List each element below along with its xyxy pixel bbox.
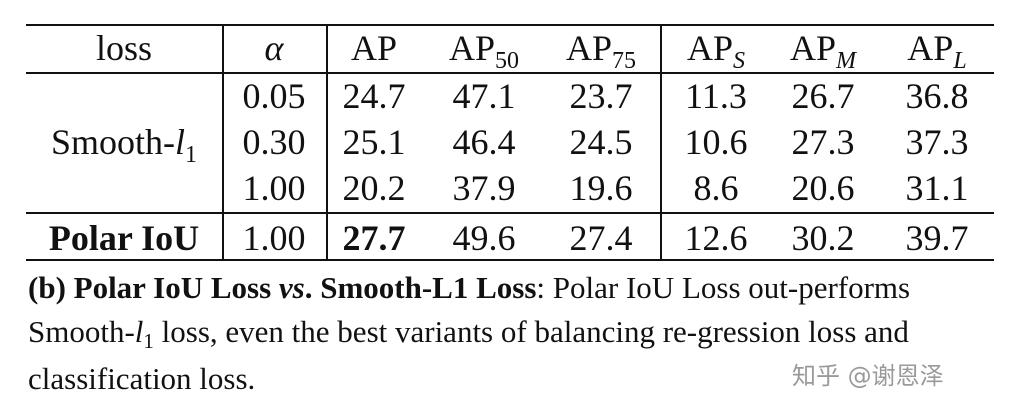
table-cell: 0.05 [242, 76, 306, 116]
caption-title-vs: vs [278, 270, 305, 305]
header-ap: AP [350, 28, 398, 68]
header-aps-sub: S [733, 48, 746, 74]
header-ap50: AP50 [448, 28, 519, 73]
header-ap50-sub: 50 [495, 48, 520, 74]
table-cell: 12.6 [684, 218, 748, 258]
table-cell: 8.6 [693, 168, 739, 208]
caption-title-prefix: (b) Polar IoU Loss [28, 270, 279, 305]
table-cell: 46.4 [452, 122, 516, 162]
table-cell: 27.3 [791, 122, 855, 162]
table-cell: 30.2 [791, 218, 855, 258]
table-cell: 36.8 [905, 76, 969, 116]
table-cell: 47.1 [452, 76, 516, 116]
table-cell: 27.4 [569, 218, 633, 258]
header-ap50-base: AP [448, 28, 496, 68]
column-divider-scale [660, 26, 662, 260]
table-cell: 20.6 [791, 168, 855, 208]
header-apl-base: AP [907, 28, 954, 68]
header-aps: APS [686, 28, 745, 73]
table-cell: 25.1 [342, 122, 406, 162]
bottom-rule [26, 259, 994, 261]
table-cell: 23.7 [569, 76, 633, 116]
watermark: 知乎 @谢恩泽 [792, 362, 944, 390]
mid-rule [26, 212, 994, 214]
table-cell: 49.6 [452, 218, 516, 258]
table-cell: 24.5 [569, 122, 633, 162]
header-aps-base: AP [686, 28, 734, 68]
header-rule [26, 72, 994, 74]
table-cell-best: 27.7 [342, 218, 406, 258]
header-loss: loss [95, 28, 153, 68]
table-cell: 0.30 [242, 122, 306, 162]
polar-iou-label: Polar IoU [48, 218, 200, 258]
header-apm: APM [789, 28, 856, 73]
smooth-label-sub: 1 [185, 142, 198, 168]
table-caption: (b) Polar IoU Loss vs. Smooth-L1 Loss: P… [28, 266, 988, 401]
table-cell: 39.7 [905, 218, 969, 258]
smooth-label-var: l [175, 122, 186, 162]
caption-var: l [134, 314, 144, 349]
table-cell: 37.9 [452, 168, 516, 208]
table-cell: 26.7 [791, 76, 855, 116]
smooth-l1-label: Smooth-l1 [50, 122, 197, 167]
table-cell: 10.6 [684, 122, 748, 162]
table-cell: 1.00 [242, 218, 306, 258]
header-alpha: α [264, 28, 284, 68]
table-cell: 31.1 [905, 168, 969, 208]
column-divider-alpha [326, 26, 328, 260]
header-apl-sub: L [953, 48, 967, 74]
header-ap75: AP75 [565, 28, 636, 73]
caption-sub: 1 [143, 329, 154, 353]
header-apm-sub: M [836, 48, 857, 74]
table-cell: 11.3 [685, 76, 747, 116]
table-cell: 1.00 [242, 168, 306, 208]
header-apm-base: AP [789, 28, 837, 68]
top-rule [26, 24, 994, 26]
header-ap75-base: AP [565, 28, 613, 68]
header-apl: APL [907, 28, 966, 73]
caption-text-a: Polar IoU Loss out-performs Smooth- [28, 270, 911, 349]
table-cell: 19.6 [569, 168, 633, 208]
smooth-label-base: Smooth- [50, 122, 175, 162]
table-cell: 20.2 [342, 168, 406, 208]
table-cell: 37.3 [905, 122, 969, 162]
caption-colon: : [536, 270, 546, 305]
caption-title-suffix: Smooth-L1 Loss [312, 270, 537, 305]
caption-text-b: loss, even the best variants of balancin… [28, 314, 909, 396]
header-ap75-sub: 75 [612, 48, 637, 74]
column-divider-loss [222, 26, 224, 260]
caption-title-dot: . [304, 270, 313, 305]
table-cell: 24.7 [342, 76, 406, 116]
